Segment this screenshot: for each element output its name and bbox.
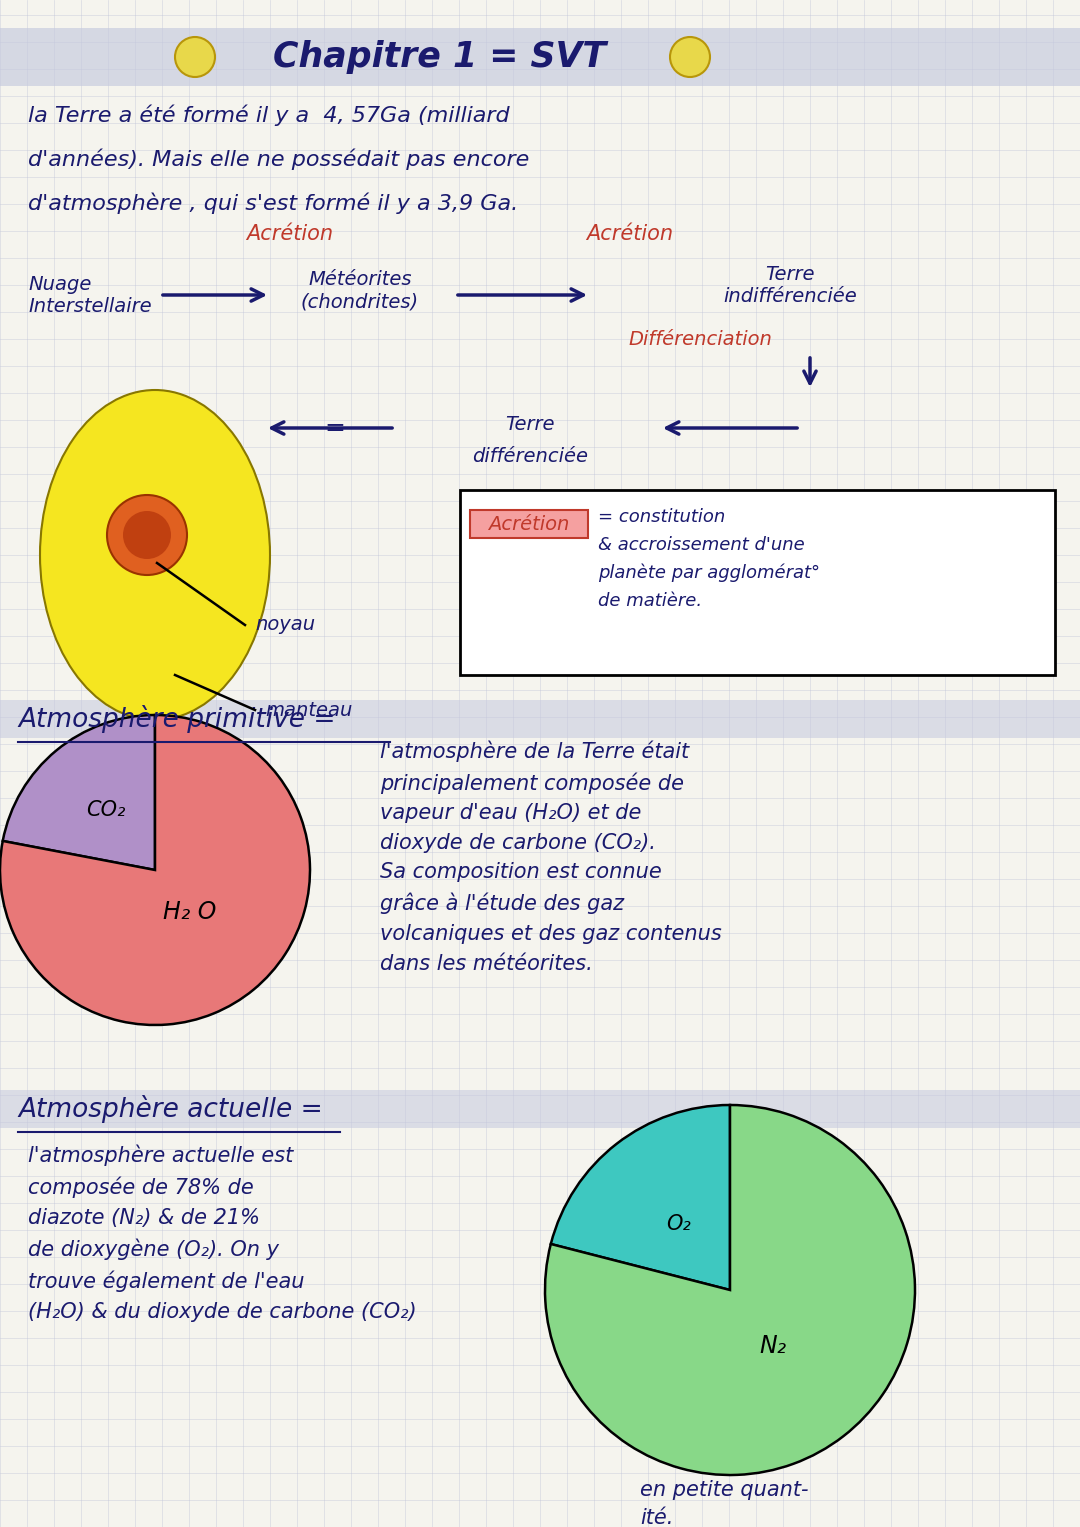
Text: Nuage
Interstellaire: Nuage Interstellaire (28, 275, 151, 316)
FancyBboxPatch shape (460, 490, 1055, 675)
Text: l'atmosphère actuelle est
composée de 78% de
diazote (N₂) & de 21%
de dioxygène : l'atmosphère actuelle est composée de 78… (28, 1145, 417, 1322)
Text: = constitution
& accroissement d'une
planète par agglomérat°
de matière.: = constitution & accroissement d'une pla… (598, 508, 820, 611)
Circle shape (175, 37, 215, 76)
Circle shape (107, 495, 187, 576)
Text: Atmosphère actuelle =: Atmosphère actuelle = (18, 1095, 323, 1122)
Circle shape (670, 37, 710, 76)
FancyBboxPatch shape (470, 510, 588, 538)
Text: Chapitre 1 = SVT: Chapitre 1 = SVT (273, 40, 607, 73)
Ellipse shape (40, 389, 270, 721)
Text: Atmosphère primitive =: Atmosphère primitive = (18, 705, 336, 733)
Text: H₂ O: H₂ O (163, 899, 216, 924)
Text: d'atmosphère , qui s'est formé il y a 3,9 Ga.: d'atmosphère , qui s'est formé il y a 3,… (28, 192, 518, 214)
Text: noyau: noyau (255, 615, 315, 635)
FancyBboxPatch shape (0, 1090, 1080, 1128)
FancyBboxPatch shape (0, 699, 1080, 738)
Text: =: = (325, 415, 346, 440)
Text: Acrétion: Acrétion (586, 224, 674, 244)
Text: N₂: N₂ (759, 1333, 786, 1358)
Text: Acrétion: Acrétion (488, 515, 569, 533)
Text: d'années). Mais elle ne possédait pas encore: d'années). Mais elle ne possédait pas en… (28, 148, 529, 169)
Wedge shape (0, 715, 310, 1025)
Text: CO₂: CO₂ (86, 800, 125, 820)
Text: Terre
indifférenciée: Terre indifférenciée (724, 266, 856, 305)
Wedge shape (3, 715, 156, 870)
Text: Différenciation: Différenciation (629, 330, 772, 350)
Text: en petite quant-
ité.: en petite quant- ité. (640, 1480, 809, 1527)
Text: O₂: O₂ (666, 1214, 691, 1234)
Text: l'atmosphère de la Terre était
principalement composée de
vapeur d'eau (H₂O) et : l'atmosphère de la Terre était principal… (380, 741, 721, 974)
Wedge shape (545, 1106, 915, 1475)
FancyBboxPatch shape (0, 27, 1080, 86)
Text: Terre: Terre (505, 415, 555, 434)
Text: Acrétion: Acrétion (246, 224, 334, 244)
Text: Météorites
(chondrites): Météorites (chondrites) (301, 270, 419, 312)
Text: la Terre a été formé il y a  4, 57Ga (milliard: la Terre a été formé il y a 4, 57Ga (mil… (28, 104, 510, 125)
Text: différenciée: différenciée (472, 447, 588, 466)
Circle shape (123, 512, 171, 559)
Wedge shape (551, 1106, 730, 1290)
Text: manteau: manteau (265, 701, 352, 719)
